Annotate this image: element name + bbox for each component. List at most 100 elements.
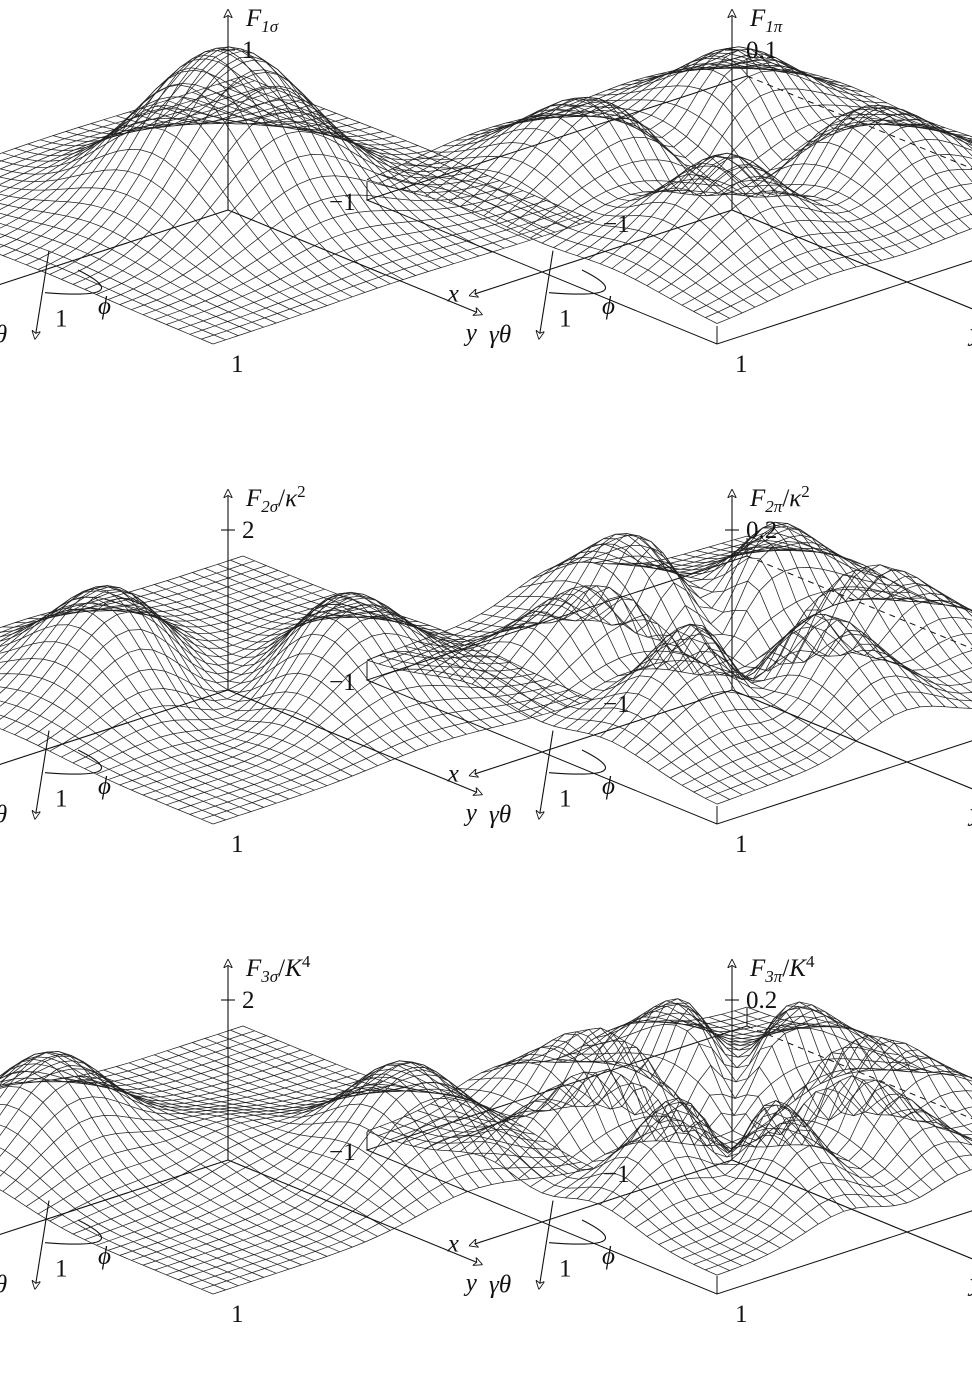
mesh-line-v: [0, 108, 337, 220]
mesh-line-v: [0, 1044, 290, 1091]
panel-title: F3σ/K4: [245, 952, 311, 986]
mesh-line-u: [0, 149, 328, 306]
base-edge-back: [746, 1025, 972, 1120]
pos-y-label: 1: [735, 1301, 748, 1328]
mesh-line-v: [177, 205, 559, 330]
mesh-line-u: [78, 50, 429, 272]
z-tick-label: 1: [242, 37, 255, 64]
phi-label: ϕ: [602, 1243, 615, 1270]
mesh-line-v: [646, 139, 972, 287]
mesh-line-v: [576, 117, 958, 257]
mesh-line-v: [506, 1006, 888, 1171]
mesh-line-v: [576, 569, 958, 732]
phi-label: ϕ: [602, 293, 615, 320]
mesh-line-v: [119, 175, 500, 305]
mesh-line-v: [212, 1167, 594, 1295]
y-label: y: [463, 319, 478, 346]
mesh-line-v: [611, 582, 972, 742]
mesh-line-v: [0, 69, 372, 248]
mesh-line-v: [425, 533, 806, 675]
mesh-line-v: [495, 525, 876, 696]
x-label: x: [447, 281, 459, 308]
mesh-line-v: [600, 569, 972, 738]
mesh-line-v: [14, 1084, 395, 1200]
mesh-line-v: [0, 1051, 314, 1098]
mesh-line-v: [0, 89, 279, 178]
x-axis: [0, 209, 229, 285]
mesh-line-v: [0, 1072, 360, 1157]
mesh-line-v: [553, 598, 934, 727]
z-tick-label: 2: [242, 987, 255, 1014]
neg-x-label: −1: [329, 189, 356, 216]
gamma-theta-axis: [539, 1200, 554, 1289]
mesh-line-v: [2, 1080, 384, 1192]
mesh-line-v: [189, 209, 570, 335]
panel-title: F2π/κ2: [749, 482, 810, 516]
mesh-line-v: [518, 567, 899, 711]
gamma-theta-label: γθ: [0, 322, 7, 349]
phi-arc: [548, 269, 606, 295]
z-tick-label: 0.2: [746, 517, 777, 544]
mesh-line-v: [84, 1069, 465, 1241]
z-tick-label: 0.1: [746, 37, 777, 64]
mesh-line-v: [26, 46, 407, 266]
mesh-line-v: [635, 1079, 972, 1228]
mesh-line-v: [635, 614, 972, 756]
mesh-line-v: [693, 1141, 972, 1265]
mesh-line-v: [107, 1060, 489, 1251]
panel-title: F1σ: [245, 5, 279, 36]
mesh-line-u: [455, 114, 806, 285]
mesh-line-v: [0, 585, 349, 694]
mesh-line-v: [425, 58, 806, 197]
mesh-line-v: [212, 219, 594, 345]
mesh-line-u: [0, 212, 264, 328]
mesh-line-u: [103, 1069, 454, 1198]
mesh-line-v: [471, 525, 853, 685]
x-axis: [0, 689, 229, 765]
mesh-line-u: [746, 1006, 972, 1079]
y-label: y: [463, 1269, 478, 1296]
mesh-line-v: [413, 1005, 794, 1147]
mesh-line-v: [119, 617, 500, 786]
mesh-line-u: [746, 535, 972, 611]
mesh-line-v: [0, 1040, 279, 1087]
mesh-line-u: [708, 542, 972, 617]
mesh-line-v: [0, 579, 302, 653]
mesh-line-u: [392, 650, 743, 796]
mesh-line-v: [201, 694, 582, 820]
mesh-line-v: [378, 58, 759, 184]
mesh-line-v: [681, 183, 972, 306]
pos-x-label: 1: [559, 1256, 572, 1283]
y-axis: [731, 209, 972, 310]
pos-y-label: 1: [231, 831, 244, 858]
mesh-line-v: [716, 1169, 972, 1276]
gamma-theta-label: γθ: [0, 1272, 7, 1299]
x-axis: [470, 209, 733, 296]
mesh-line-v: [623, 599, 972, 749]
mesh-line-v: [588, 1040, 969, 1201]
mesh-line-v: [96, 131, 477, 295]
mesh-line-v: [565, 586, 946, 730]
phi-label: ϕ: [98, 293, 111, 320]
mesh-line-v: [413, 63, 794, 194]
mesh-line-u: [0, 1147, 239, 1287]
x-axis: [470, 689, 733, 776]
mesh-line-v: [460, 532, 841, 681]
mesh-line-v: [189, 689, 570, 815]
mesh-line-v: [0, 560, 255, 634]
y-axis: [731, 689, 972, 790]
mesh-line-v: [448, 1002, 829, 1152]
mesh-line-v: [0, 588, 325, 670]
mesh-line-v: [72, 1076, 454, 1235]
mesh-line-v: [0, 555, 244, 629]
phi-arc: [548, 1219, 606, 1245]
mesh-line-v: [142, 650, 524, 796]
mesh-line-u: [379, 655, 730, 800]
z-tick-label: 2: [242, 517, 255, 544]
mesh-line-v: [131, 1069, 512, 1261]
pos-y-label: 1: [231, 1301, 244, 1328]
mesh-line-v: [716, 705, 972, 805]
